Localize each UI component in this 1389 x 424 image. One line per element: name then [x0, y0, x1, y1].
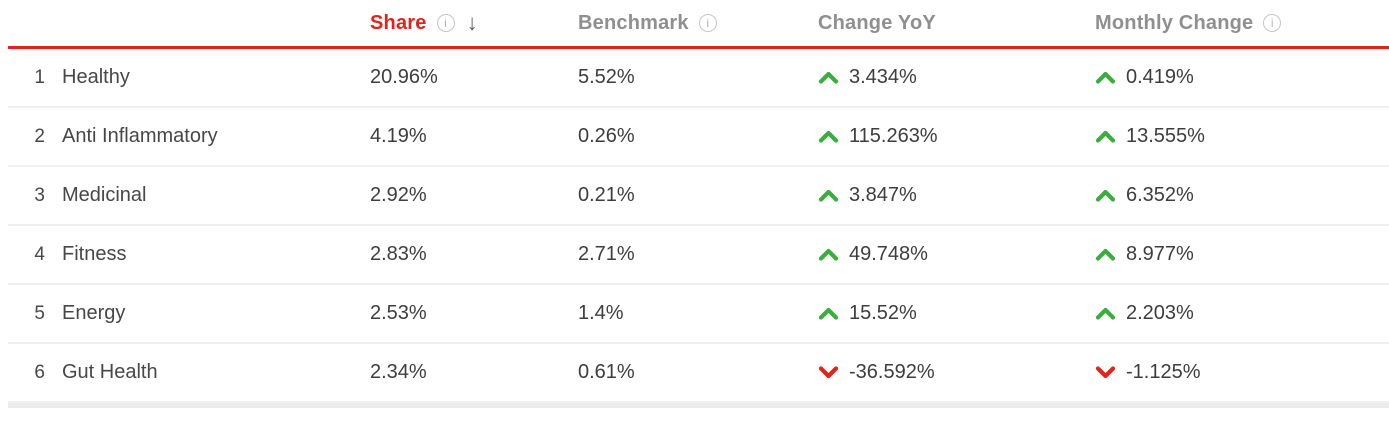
benchmark-value: 1.4% [578, 302, 624, 324]
trend-up-icon [1095, 189, 1116, 202]
monthly-change-cell: 13.555% [1095, 125, 1389, 148]
column-header-monthly-change[interactable]: Monthly Change i [1095, 12, 1389, 35]
monthly-change-value: 2.203% [1126, 302, 1194, 324]
trend-down-icon [818, 366, 839, 379]
trend-down-icon [1095, 366, 1116, 379]
change-yoy-cell: -36.592% [818, 361, 1095, 384]
change-yoy-cell: 49.748% [818, 243, 1095, 266]
benchmark-value: 0.21% [578, 184, 635, 206]
monthly-change-value: -1.125% [1126, 361, 1201, 383]
change-yoy-value: 3.434% [849, 66, 917, 88]
table-row[interactable]: 4 Fitness 2.83% 2.71% 49.748% 8.977% [8, 226, 1389, 285]
share-value: 2.92% [370, 184, 427, 206]
monthly-change-cell: 6.352% [1095, 184, 1389, 207]
change-yoy-value: -36.592% [849, 361, 935, 383]
row-label: Anti Inflammatory [62, 125, 218, 147]
monthly-change-value: 8.977% [1126, 243, 1194, 265]
share-header-label: Share [370, 11, 427, 34]
monthly-change-value: 6.352% [1126, 184, 1194, 206]
row-label: Healthy [62, 66, 130, 88]
change-yoy-cell: 3.847% [818, 184, 1095, 207]
change-yoy-cell: 15.52% [818, 302, 1095, 325]
category-share-table: Share i ↓ Benchmark i Change YoY Monthly… [8, 0, 1389, 408]
monthly-change-cell: 0.419% [1095, 66, 1389, 89]
benchmark-value: 0.26% [578, 125, 635, 147]
row-label: Fitness [62, 243, 127, 265]
share-value: 20.96% [370, 66, 438, 88]
column-header-change-yoy[interactable]: Change YoY [818, 12, 1095, 35]
row-rank: 3 [34, 184, 45, 206]
trend-up-icon [818, 71, 839, 84]
row-rank: 5 [34, 302, 45, 324]
info-icon[interactable]: i [436, 14, 455, 32]
benchmark-value: 0.61% [578, 361, 635, 383]
monthly-change-cell: 2.203% [1095, 302, 1389, 325]
change-yoy-value: 3.847% [849, 184, 917, 206]
column-header-share[interactable]: Share i ↓ [370, 12, 578, 35]
change-yoy-value: 49.748% [849, 243, 928, 265]
row-rank: 6 [34, 361, 45, 383]
change-yoy-header-label: Change YoY [818, 11, 936, 34]
trend-up-icon [1095, 248, 1116, 261]
sort-descending-icon[interactable]: ↓ [466, 10, 478, 35]
trend-up-icon [818, 189, 839, 202]
info-icon[interactable]: i [698, 14, 717, 32]
trend-up-icon [1095, 130, 1116, 143]
monthly-change-cell: -1.125% [1095, 361, 1389, 384]
row-label: Medicinal [62, 184, 147, 206]
change-yoy-cell: 115.263% [818, 125, 1095, 148]
benchmark-value: 5.52% [578, 66, 635, 88]
table-row[interactable]: 6 Gut Health 2.34% 0.61% -36.592% -1.125… [8, 344, 1389, 403]
share-value: 2.53% [370, 302, 427, 324]
change-yoy-cell: 3.434% [818, 66, 1095, 89]
benchmark-header-label: Benchmark [578, 11, 689, 34]
row-label: Energy [62, 302, 126, 324]
monthly-change-header-label: Monthly Change [1095, 11, 1254, 34]
row-label: Gut Health [62, 361, 158, 383]
table-row[interactable]: 2 Anti Inflammatory 4.19% 0.26% 115.263%… [8, 108, 1389, 167]
trend-up-icon [818, 130, 839, 143]
trend-up-icon [1095, 71, 1116, 84]
monthly-change-value: 13.555% [1126, 125, 1205, 147]
trend-up-icon [818, 307, 839, 320]
benchmark-value: 2.71% [578, 243, 635, 265]
info-icon[interactable]: i [1263, 14, 1282, 32]
row-rank: 1 [34, 66, 45, 88]
column-header-benchmark[interactable]: Benchmark i [578, 12, 818, 35]
change-yoy-value: 15.52% [849, 302, 917, 324]
share-value: 2.83% [370, 243, 427, 265]
monthly-change-value: 0.419% [1126, 66, 1194, 88]
monthly-change-cell: 8.977% [1095, 243, 1389, 266]
change-yoy-value: 115.263% [849, 125, 938, 147]
trend-up-icon [818, 248, 839, 261]
header-divider [8, 46, 1389, 49]
row-rank: 2 [34, 125, 45, 147]
table-header: Share i ↓ Benchmark i Change YoY Monthly… [8, 0, 1389, 46]
row-rank: 4 [34, 243, 45, 265]
table-row[interactable]: 3 Medicinal 2.92% 0.21% 3.847% 6.352% [8, 167, 1389, 226]
share-value: 2.34% [370, 361, 427, 383]
share-value: 4.19% [370, 125, 427, 147]
table-bottom-divider [8, 403, 1389, 408]
table-row[interactable]: 1 Healthy 20.96% 5.52% 3.434% 0.419% [8, 49, 1389, 108]
table-row[interactable]: 5 Energy 2.53% 1.4% 15.52% 2.203% [8, 285, 1389, 344]
trend-up-icon [1095, 307, 1116, 320]
